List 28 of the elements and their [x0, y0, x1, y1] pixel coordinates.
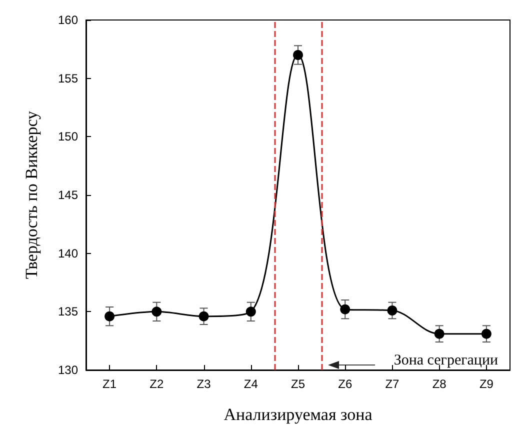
y-tick-label: 160	[58, 13, 78, 27]
point	[152, 306, 162, 317]
y-tick-label: 150	[58, 130, 78, 144]
point	[198, 311, 209, 322]
x-tick-label: Z3	[196, 377, 212, 391]
x-tick-label: Z5	[290, 377, 306, 391]
y-tick-label: 155	[58, 71, 78, 86]
x-tick-label: Z4	[244, 377, 258, 391]
x-tick-label: Z9	[479, 377, 494, 391]
point	[387, 306, 398, 316]
y-tick-label: 140	[58, 246, 78, 260]
y-tick-label: 135	[58, 304, 78, 319]
point	[340, 304, 350, 314]
y-tick-label: 130	[58, 363, 78, 377]
annotation: Зона сегрегации	[394, 352, 498, 368]
point	[104, 311, 115, 322]
y-axis-title: Твердость по Виккерсу	[22, 110, 41, 280]
point	[293, 50, 303, 60]
x-tick-label: Z2	[150, 377, 164, 391]
y-tick-label: 145	[58, 188, 78, 202]
x-tick-label: Z1	[102, 377, 117, 391]
point	[434, 328, 444, 339]
point	[246, 306, 256, 317]
point	[481, 328, 492, 339]
x-axis-title: Анализируемая зона	[224, 405, 373, 424]
x-tick-label: Z8	[432, 377, 447, 391]
x-tick-label: Z6	[338, 377, 352, 391]
x-tick-label: Z7	[385, 377, 400, 391]
